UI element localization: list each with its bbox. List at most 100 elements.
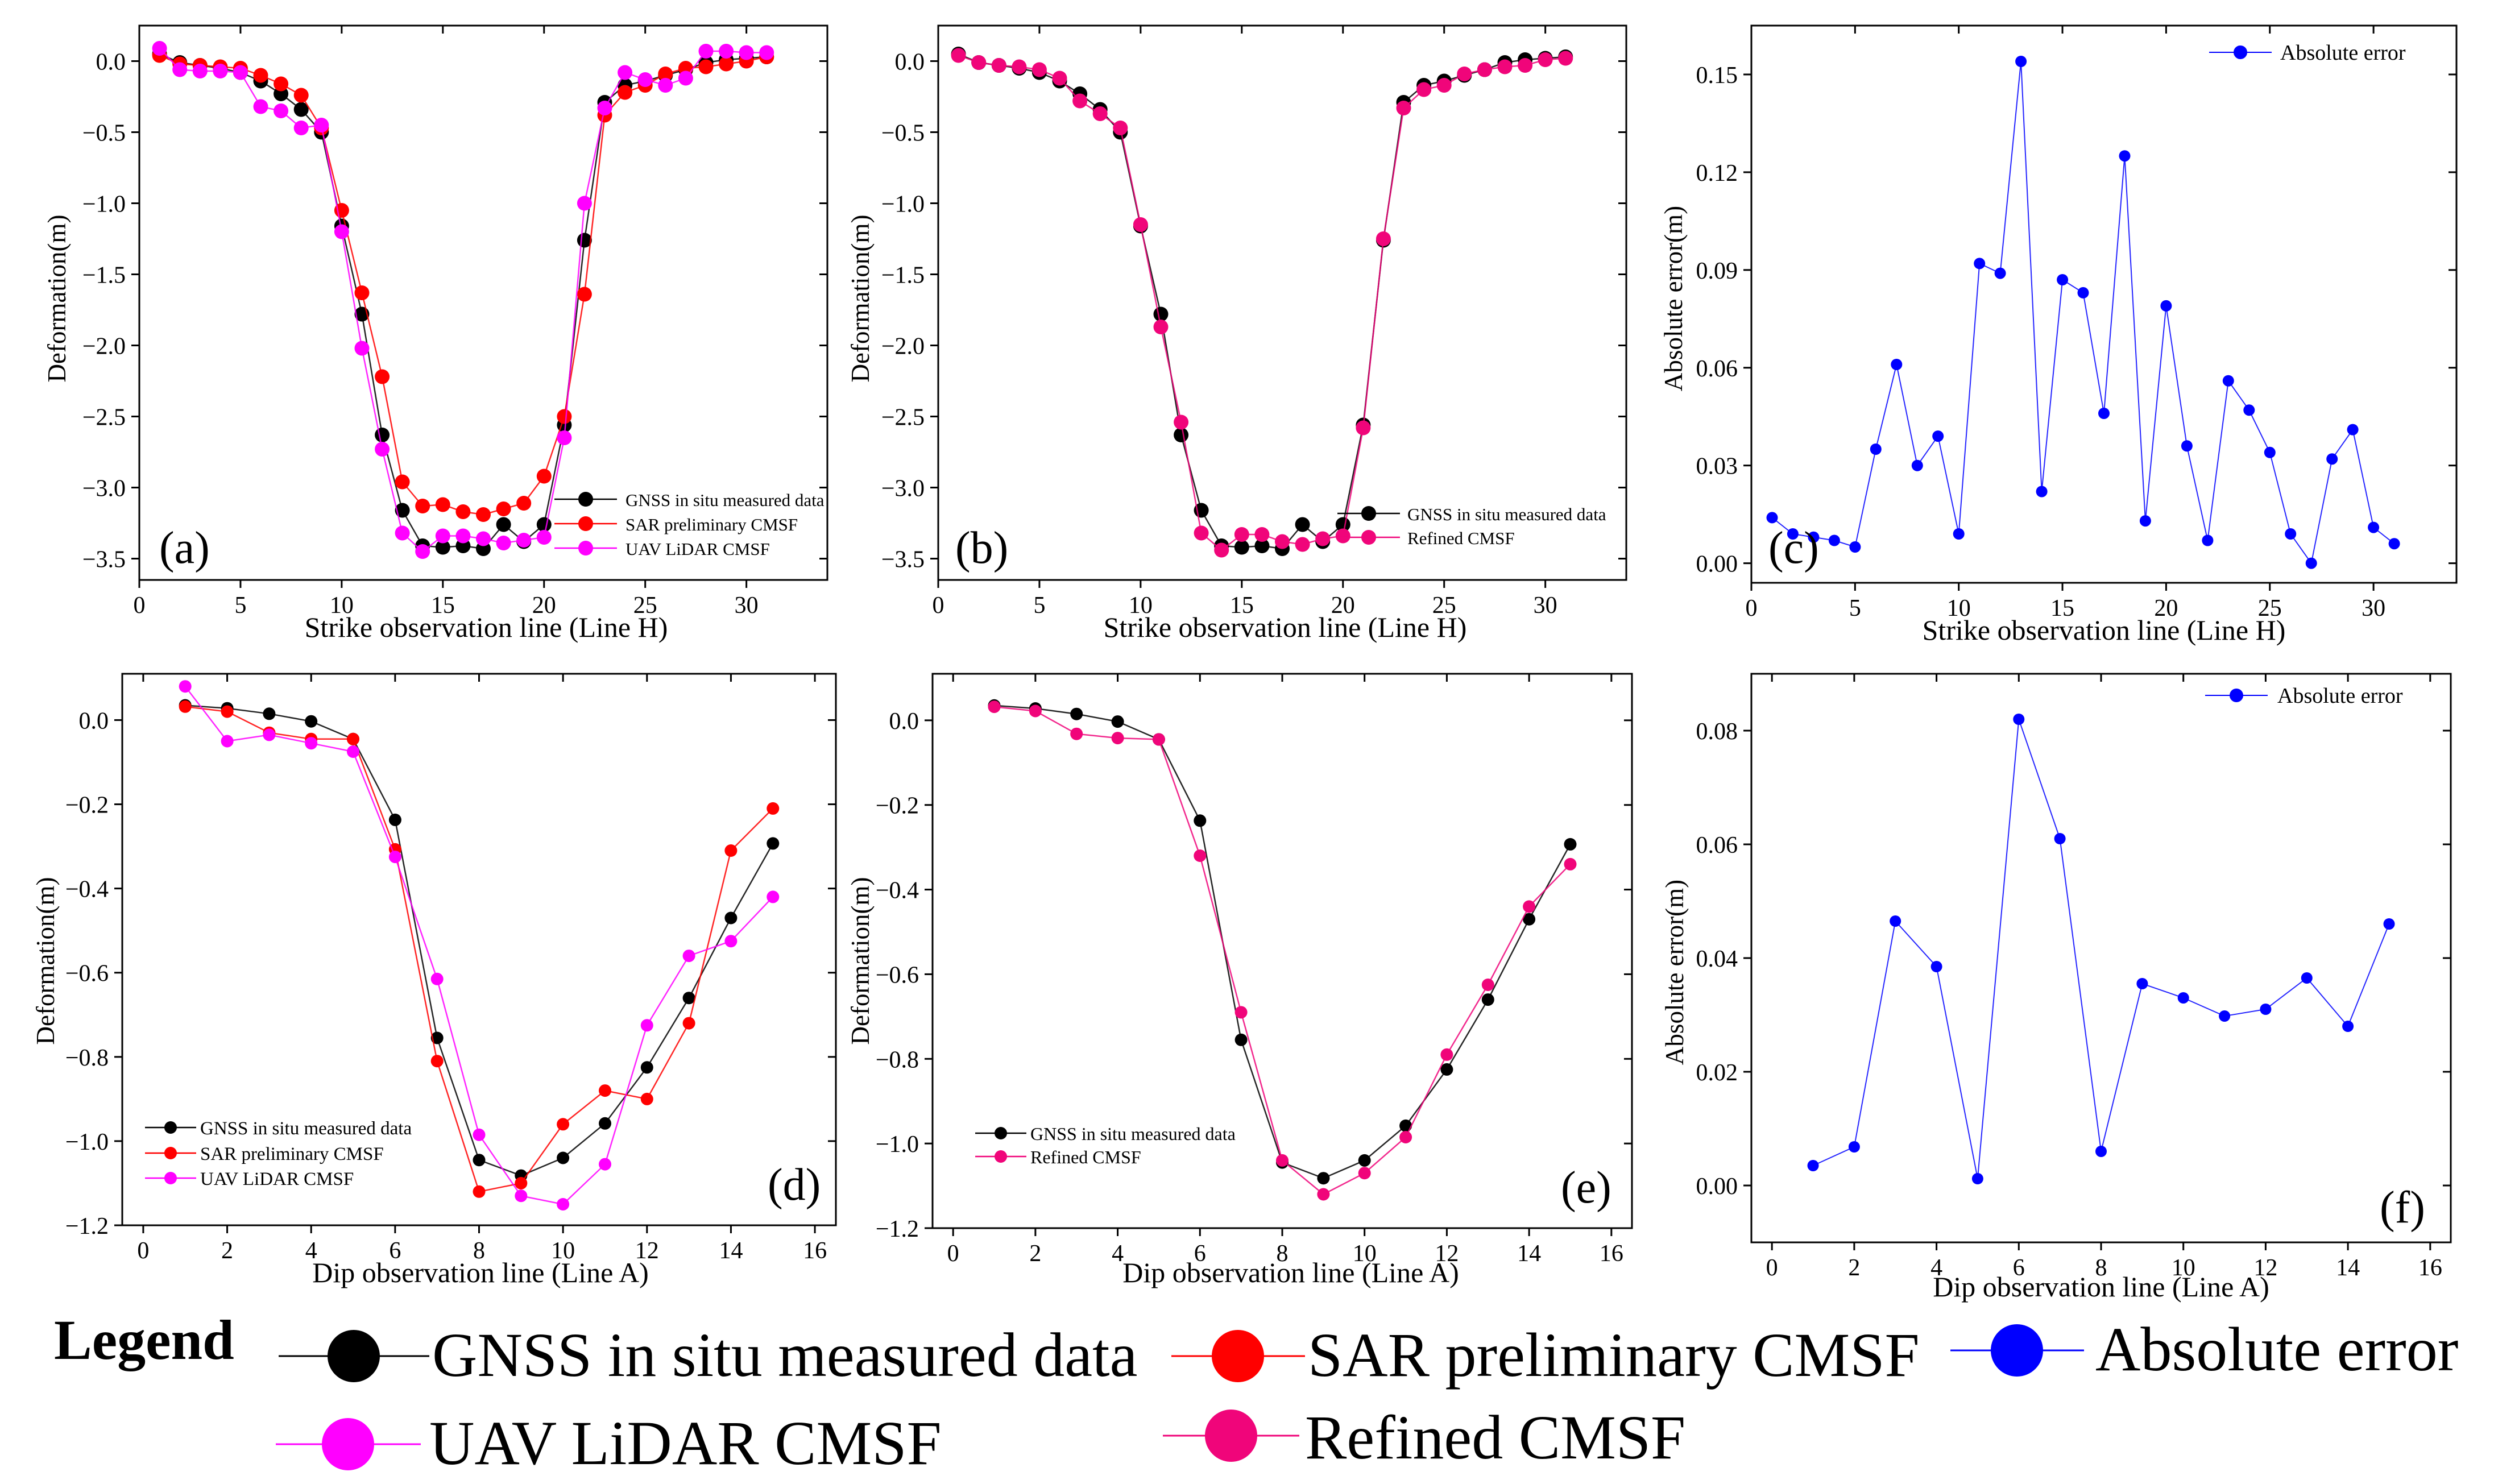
- panel-b-point-gnss-in-situ-measured-data: [1234, 540, 1249, 555]
- panel-b-point-refined-cmsf: [1436, 78, 1452, 93]
- panel-d-legend-label-gnss: GNSS in situ measured data: [200, 1118, 412, 1139]
- panel-c-point-absolute-error: [2077, 287, 2089, 299]
- panel-a-legend-label-uav: UAV LiDAR CMSF: [625, 539, 770, 559]
- panel-a-point-gnss-in-situ-measured-data: [536, 517, 552, 532]
- figure-legend-entry-abs-marker: [1991, 1324, 2043, 1377]
- panel-b-point-refined-cmsf: [1254, 527, 1270, 542]
- panel-b-xtick-label: 0: [933, 592, 944, 619]
- panel-a-point-uav-lidar-cmsf: [637, 72, 653, 87]
- panel-f-point-absolute-error: [2301, 972, 2313, 984]
- panel-f-point-absolute-error: [2013, 714, 2025, 725]
- panel-a-point-sar-preliminary-cmsf: [375, 369, 390, 384]
- panel-a-xtick-label: 10: [330, 592, 354, 619]
- panel-f-ytick-label: 0.00: [1696, 1174, 1738, 1200]
- panel-c-point-absolute-error: [2243, 404, 2255, 416]
- panel-d-ylabel: Deformation(m): [31, 877, 60, 1045]
- panel-a-point-uav-lidar-cmsf: [293, 121, 309, 135]
- panel-c-point-absolute-error: [2015, 56, 2027, 67]
- panel-c: 0 5 10 15 20 25 30 0.00 0.03 0.06 0.09 0.12 0.15 (c)…: [1659, 24, 2458, 646]
- panel-a-point-sar-preliminary-cmsf: [577, 287, 592, 302]
- panel-b-point-refined-cmsf: [1538, 52, 1553, 67]
- figure-legend-entry-sar-label: SAR preliminary CMSF: [1308, 1320, 1920, 1390]
- panel-d-point-uav-lidar-cmsf: [640, 1019, 653, 1032]
- panel-e-xtick-label: 0: [947, 1241, 959, 1267]
- panel-b-point-refined-cmsf: [1335, 528, 1350, 544]
- panel-e-ytick-label: −1.0: [876, 1131, 919, 1158]
- panel-b-point-refined-cmsf: [1234, 527, 1249, 542]
- panel-d-point-sar-preliminary-cmsf: [430, 1055, 444, 1068]
- panel-f: 0 2 4 6 8 10 12 14 16 0.00 0.02 0.04 0.06 0.08 (f) Di…: [1660, 673, 2452, 1303]
- panel-a-point-gnss-in-situ-measured-data: [395, 503, 410, 518]
- figure-legend-entry-refined-marker: [1205, 1410, 1257, 1462]
- panel-c-point-absolute-error: [1911, 459, 1923, 471]
- panel-e-point-refined-cmsf: [1564, 857, 1577, 870]
- panel-a-xtick-label: 25: [633, 592, 657, 619]
- panel-b-point-refined-cmsf: [1113, 121, 1128, 135]
- panel-d: 0 2 4 6 8 10 12 14 16 0.0 −0.2 −0.4 −0.6 −0.8 −1.0 −1.2…: [31, 673, 837, 1288]
- panel-d-point-gnss-in-situ-measured-data: [305, 715, 318, 728]
- panel-a-point-uav-lidar-cmsf: [476, 531, 491, 546]
- panel-d-point-gnss-in-situ-measured-data: [724, 911, 738, 925]
- panel-c-point-absolute-error: [2347, 424, 2359, 436]
- panel-c-ytick-label: 0.06: [1696, 356, 1738, 382]
- panel-c-point-absolute-error: [2139, 515, 2151, 527]
- panel-b-point-refined-cmsf: [1356, 420, 1371, 436]
- panel-c-xtick-label: 25: [2258, 595, 2282, 621]
- figure-legend-entry-uav: UAV LiDAR CMSF: [276, 1408, 942, 1478]
- panel-b-point-refined-cmsf: [1295, 537, 1310, 552]
- panel-c-point-absolute-error: [2181, 440, 2193, 452]
- panel-d-point-sar-preliminary-cmsf: [767, 802, 780, 815]
- panel-e-point-gnss-in-situ-measured-data: [1194, 814, 1207, 827]
- panel-d-point-gnss-in-situ-measured-data: [599, 1117, 611, 1130]
- panel-d-xlabel: Dip observation line (Line A): [312, 1257, 649, 1288]
- panel-a-ytick-label: −1.0: [82, 192, 126, 218]
- panel-f-xtick-label: 2: [1848, 1255, 1860, 1281]
- panel-c-frame: [1750, 24, 2458, 584]
- panel-e-label: (e): [1561, 1163, 1611, 1213]
- figure-legend-entry-refined-label: Refined CMSF: [1305, 1403, 1685, 1472]
- panel-a-point-sar-preliminary-cmsf: [698, 59, 714, 74]
- panel-e-point-gnss-in-situ-measured-data: [1481, 993, 1494, 1006]
- panel-d-point-uav-lidar-cmsf: [388, 851, 401, 864]
- panel-a-legend-marker-gnss: [578, 492, 593, 507]
- panel-d-legend-label-sar: SAR preliminary CMSF: [200, 1144, 384, 1164]
- panel-a-point-uav-lidar-cmsf: [618, 65, 633, 80]
- panel-b-point-refined-cmsf: [1416, 82, 1432, 97]
- panel-e-point-gnss-in-situ-measured-data: [1317, 1172, 1330, 1185]
- panel-b-point-refined-cmsf: [1194, 525, 1209, 541]
- panel-b-point-refined-cmsf: [991, 58, 1006, 73]
- panel-a-ylabel: Deformation(m): [43, 215, 71, 383]
- panel-f-xlabel: Dip observation line (Line A): [1933, 1271, 2269, 1303]
- panel-c-point-absolute-error: [2160, 300, 2172, 312]
- panel-f-point-absolute-error: [1930, 961, 1942, 972]
- panel-e-ytick-label: −0.4: [876, 878, 919, 904]
- panel-a-point-sar-preliminary-cmsf: [618, 85, 633, 100]
- panel-d-point-uav-lidar-cmsf: [179, 680, 192, 693]
- panel-a-ytick-label: 0.0: [96, 49, 126, 76]
- panel-e-point-gnss-in-situ-measured-data: [1070, 707, 1083, 720]
- panel-a-point-gnss-in-situ-measured-data: [293, 102, 309, 117]
- panel-d-xtick-label: 6: [389, 1238, 401, 1264]
- panel-d-ytick-label: −0.2: [65, 793, 109, 819]
- panel-f-point-absolute-error: [2177, 992, 2189, 1004]
- panel-e-legend-label-gnss: GNSS in situ measured data: [1030, 1124, 1236, 1144]
- panel-a-point-uav-lidar-cmsf: [192, 64, 208, 78]
- panel-f-ytick-label: 0.08: [1696, 719, 1738, 745]
- panel-d-point-sar-preliminary-cmsf: [347, 732, 359, 745]
- panel-d-ytick-label: −0.8: [65, 1045, 109, 1071]
- panel-e-legend: GNSS in situ measured data Refined CMSF: [975, 1124, 1236, 1167]
- figure-legend-entry-abs-label: Absolute error: [2095, 1315, 2458, 1384]
- panel-b: 0 5 10 15 20 25 30 0.0 −0.5 −1.0 −1.5 −2.0 −2.5 −3.0 −…: [846, 24, 1627, 643]
- panel-d-point-uav-lidar-cmsf: [515, 1189, 528, 1203]
- panel-f-ytick-label: 0.06: [1696, 832, 1738, 859]
- panel-d-point-sar-preliminary-cmsf: [724, 844, 738, 857]
- panel-d-label: (d): [768, 1160, 821, 1210]
- panel-b-point-refined-cmsf: [1072, 93, 1088, 109]
- panel-c-point-absolute-error: [1932, 430, 1944, 442]
- panel-a-point-sar-preliminary-cmsf: [274, 76, 289, 92]
- panel-a-point-uav-lidar-cmsf: [274, 103, 289, 118]
- panel-a: 0 5 10 15 20 25 30 0.0 −0.5 −1.0 −1.5 −2.0 −2.5 −3.0 −…: [43, 24, 828, 643]
- panel-a-point-uav-lidar-cmsf: [253, 99, 268, 114]
- panel-e-ylabel: Deformation(m): [846, 877, 875, 1045]
- panel-c-point-absolute-error: [1828, 534, 1840, 546]
